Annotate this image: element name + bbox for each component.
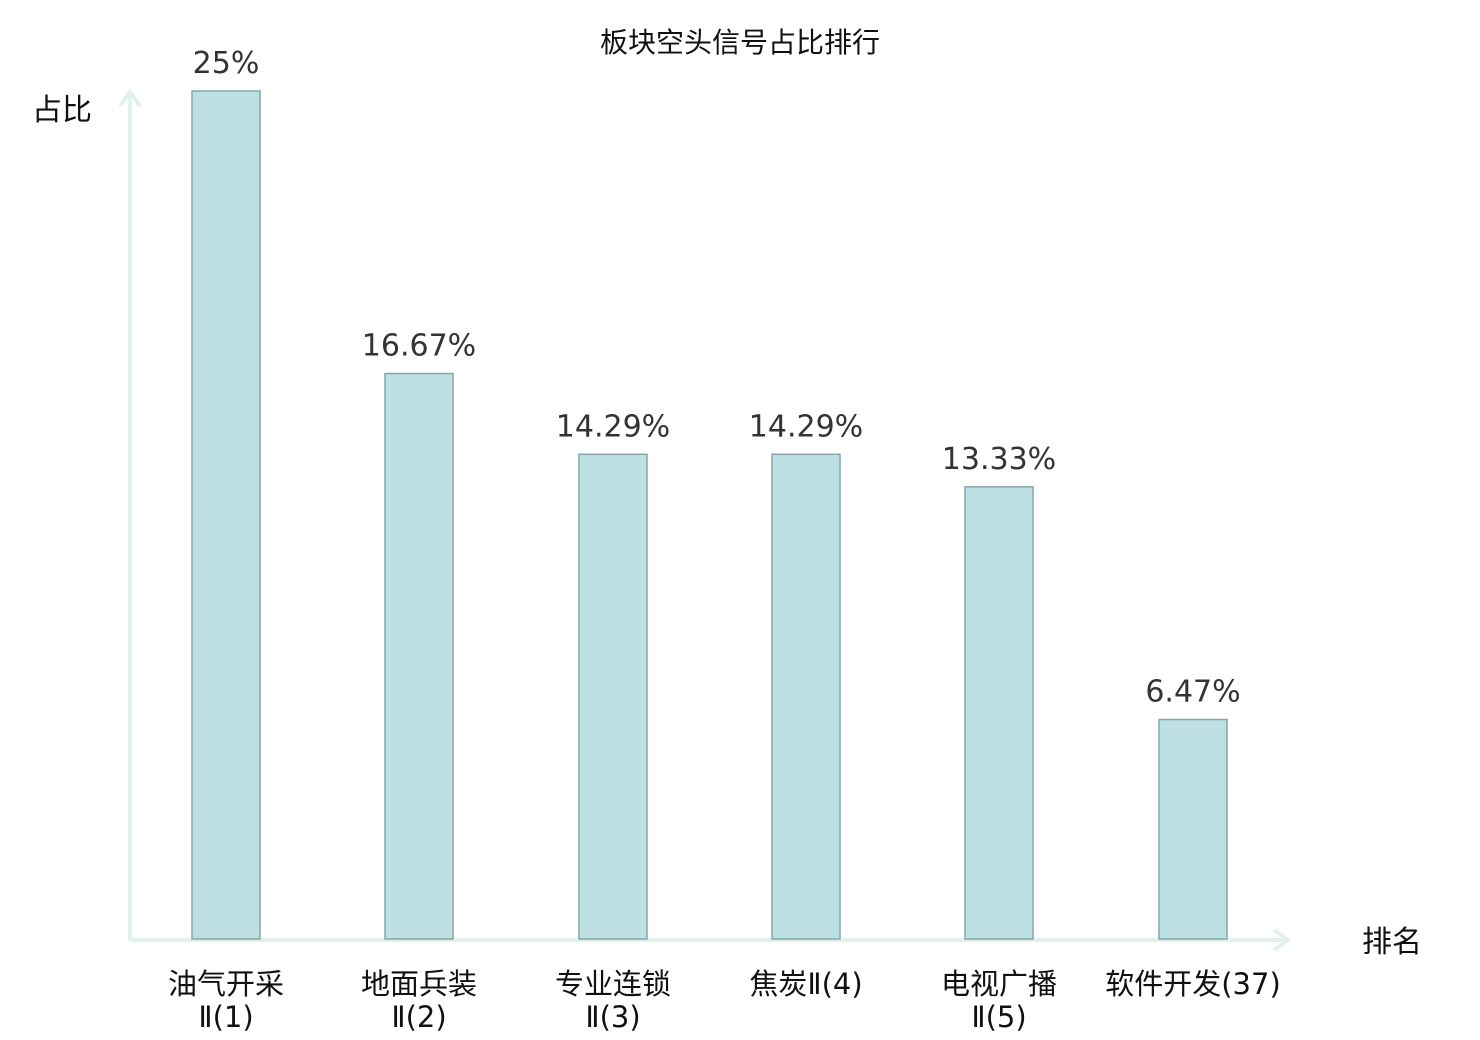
bar-value-label: 6.47% xyxy=(1145,675,1240,710)
category-label: Ⅱ(5) xyxy=(971,1000,1026,1034)
bar-value-label: 25% xyxy=(193,46,260,81)
category-label: Ⅱ(2) xyxy=(391,1000,446,1034)
y-axis-arrow xyxy=(118,88,142,108)
bar-value-label: 13.33% xyxy=(942,442,1056,477)
bar xyxy=(578,453,648,940)
category-label: 电视广播 xyxy=(941,967,1057,1001)
chart-title: 板块空头信号占比排行 xyxy=(600,26,880,59)
bar xyxy=(771,453,841,940)
category-label: 焦炭Ⅱ(4) xyxy=(749,967,862,1001)
bar xyxy=(191,90,261,940)
bar-value-label: 14.29% xyxy=(749,409,863,444)
category-label: Ⅱ(3) xyxy=(585,1000,640,1034)
category-label: 油气开采 xyxy=(168,967,284,1001)
y-axis-label: 占比 xyxy=(32,93,92,128)
bar xyxy=(384,372,454,940)
x-axis-arrow xyxy=(1272,928,1292,952)
bar xyxy=(964,486,1034,940)
category-label: Ⅱ(1) xyxy=(198,1000,253,1034)
category-label: 专业连锁 xyxy=(555,967,671,1001)
category-label: 地面兵装 xyxy=(361,967,477,1001)
bar-value-label: 16.67% xyxy=(362,329,476,364)
x-axis-label: 排名 xyxy=(1362,925,1422,960)
value-labels-group: 25% 16.67% 14.29% 14.29% 13.33% 6.47% xyxy=(193,46,1241,710)
bars-group xyxy=(191,90,1228,940)
bar xyxy=(1158,718,1228,940)
bar-value-label: 14.29% xyxy=(556,409,670,444)
category-label: 软件开发(37) xyxy=(1105,967,1281,1001)
